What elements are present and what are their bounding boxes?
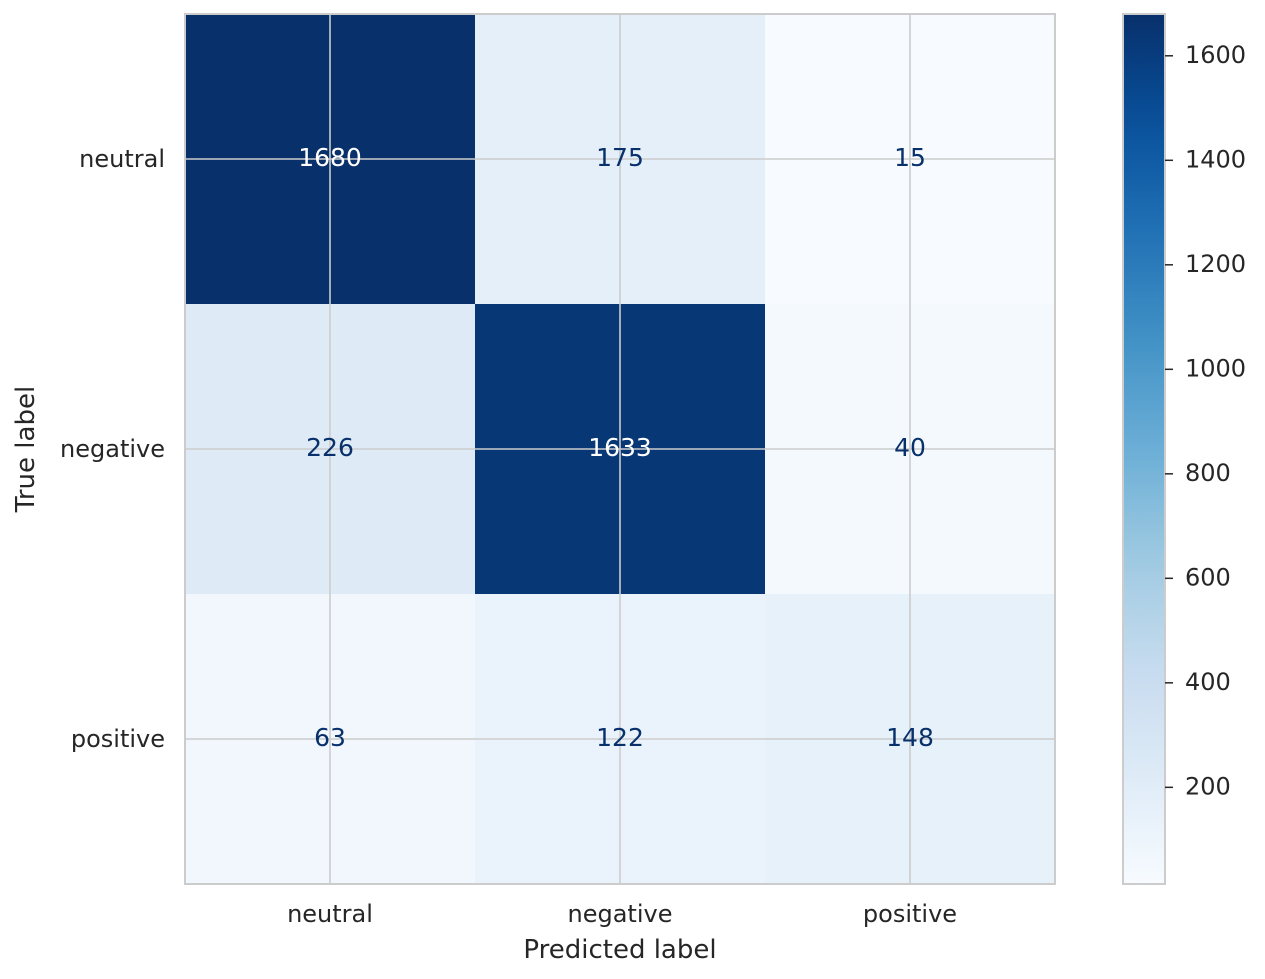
x-tick-label: neutral — [287, 900, 373, 928]
cell-value-label: 148 — [886, 723, 934, 752]
y-tick-label: positive — [71, 725, 165, 753]
colorbar-tick-label: 1000 — [1185, 354, 1246, 382]
cell-value-label: 226 — [306, 433, 354, 462]
plot-frame — [184, 13, 1056, 885]
cell-value-labels: 1680 175 15 226 1633 40 63 122 148 — [298, 143, 934, 752]
colorbar — [1122, 13, 1166, 885]
colorbar-tick-label: 600 — [1185, 563, 1231, 591]
y-axis-label: True label — [11, 386, 41, 513]
x-axis-label: Predicted label — [523, 935, 716, 965]
x-axis-ticks: neutral negative positive — [287, 900, 957, 928]
cell-value-label: 1633 — [588, 433, 652, 462]
colorbar-ticks: 200 400 600 800 1000 1200 1400 1600 — [1165, 41, 1246, 800]
colorbar-tick-label: 1400 — [1185, 145, 1246, 173]
gridlines — [185, 14, 1055, 884]
x-tick-label: negative — [568, 900, 673, 928]
colorbar-tick-label: 200 — [1185, 772, 1231, 800]
y-axis-ticks: neutral negative positive — [60, 145, 165, 753]
x-tick-label: positive — [863, 900, 957, 928]
y-tick-label: neutral — [79, 145, 165, 173]
colorbar-tick-label: 400 — [1185, 668, 1231, 696]
cell-value-label: 122 — [596, 723, 644, 752]
cell-value-label: 15 — [894, 143, 926, 172]
colorbar-tick-label: 1200 — [1185, 250, 1246, 278]
colorbar-tick-label: 800 — [1185, 459, 1231, 487]
colorbar-tick-label: 1600 — [1185, 41, 1246, 69]
y-tick-label: negative — [60, 435, 165, 463]
cell-value-label: 175 — [596, 143, 644, 172]
cell-value-label: 63 — [314, 723, 346, 752]
cell-value-label: 1680 — [298, 143, 362, 172]
cell-value-label: 40 — [894, 433, 926, 462]
